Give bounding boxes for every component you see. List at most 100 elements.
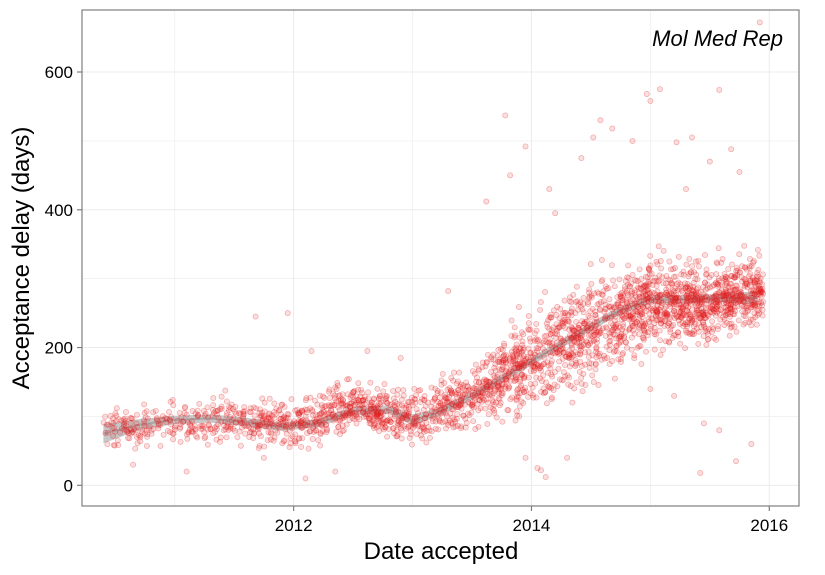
data-point [620,323,627,330]
data-point [225,426,232,433]
data-point [518,371,525,378]
data-point [356,398,363,405]
data-point [442,418,449,425]
data-point [531,337,538,344]
data-point [514,365,521,372]
data-point [449,406,456,413]
data-point [471,370,478,377]
data-point [518,382,525,389]
data-point [298,424,305,431]
data-point [296,409,303,416]
data-point [517,346,524,353]
data-point [318,410,325,417]
data-point [543,400,550,407]
data-point [428,384,435,391]
data-point [227,405,234,411]
data-point [561,339,568,346]
data-point [100,419,107,426]
data-point [339,422,346,429]
data-point [107,413,114,419]
data-point [456,392,463,399]
data-point [432,425,439,432]
data-point [346,409,353,416]
data-point [395,421,402,428]
data-point [324,427,331,434]
data-point [475,366,482,373]
data-point [392,409,399,416]
data-point [447,410,454,417]
data-point [392,412,398,419]
data-point [465,410,472,417]
data-point [382,396,389,402]
data-point [328,402,335,409]
data-point [516,413,523,420]
data-point [294,421,301,428]
data-point [189,408,196,414]
data-point [360,397,367,404]
data-point [617,294,624,301]
data-point [651,328,658,335]
data-point [540,390,547,397]
data-point [415,423,422,429]
data-point [736,168,743,175]
data-point [335,424,342,430]
data-point [395,386,401,393]
data-point [367,401,374,407]
data-point [527,350,534,357]
data-point [704,328,711,335]
data-points-layer [100,19,767,482]
data-point [283,422,290,429]
data-point [669,280,676,287]
data-point [546,186,553,193]
data-point [138,429,145,436]
data-point [566,298,573,305]
data-point [370,417,377,424]
data-point [554,383,561,390]
data-point [226,403,233,410]
data-point [571,338,578,345]
data-point [601,352,608,359]
data-point [735,317,742,324]
data-point [668,266,674,273]
data-point [547,342,553,349]
data-point [484,390,491,397]
data-point [427,412,434,419]
data-point [394,431,401,438]
data-point [486,386,493,393]
data-point [443,425,449,432]
data-point [567,334,574,341]
data-point [684,299,690,306]
data-point [435,399,442,405]
data-point [127,420,134,427]
data-point [320,409,327,415]
data-point [454,422,461,429]
data-point [511,357,518,364]
data-point [496,356,503,363]
data-point [299,407,306,414]
data-point [458,401,465,408]
data-point [264,437,271,444]
data-point [575,334,582,341]
data-point [604,354,611,361]
data-point [607,333,614,340]
data-point [421,426,428,433]
data-point [319,404,326,411]
data-point [543,379,549,386]
data-point [596,352,602,359]
data-point [224,423,231,430]
data-point [287,440,294,447]
data-point [549,330,556,336]
data-point [498,390,505,397]
data-point [577,347,584,354]
data-point [121,419,128,426]
data-point [495,395,502,402]
data-point [476,397,482,404]
data-point [613,342,620,349]
data-point [381,420,388,427]
data-point [255,421,262,427]
data-point [407,428,414,435]
data-point [237,418,244,425]
data-point [514,393,521,400]
data-point [551,381,558,388]
data-point [560,337,566,344]
